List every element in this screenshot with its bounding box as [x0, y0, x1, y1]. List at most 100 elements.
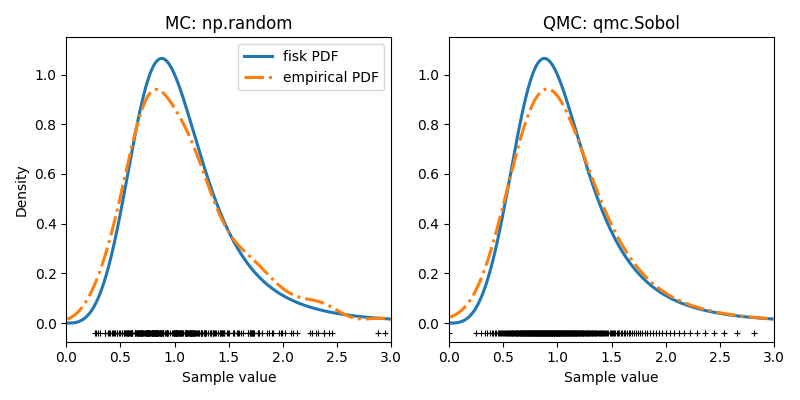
Point — [131, 330, 144, 336]
Point — [524, 330, 537, 336]
Point — [520, 330, 533, 336]
Point — [578, 330, 590, 336]
Point — [673, 330, 686, 336]
Point — [207, 330, 220, 336]
Point — [606, 330, 619, 336]
Point — [252, 330, 265, 336]
Point — [650, 330, 662, 336]
Point — [149, 330, 162, 336]
Point — [609, 330, 622, 336]
Point — [146, 330, 158, 336]
Point — [524, 330, 537, 336]
Point — [514, 330, 527, 336]
Point — [530, 330, 542, 336]
Point — [227, 330, 240, 336]
Point — [502, 330, 515, 336]
Point — [182, 330, 195, 336]
Point — [555, 330, 568, 336]
Point — [215, 330, 228, 336]
Point — [570, 330, 582, 336]
Point — [575, 330, 588, 336]
empirical PDF — [770, 316, 779, 321]
Point — [526, 330, 538, 336]
Point — [562, 330, 574, 336]
empirical PDF — [151, 87, 161, 92]
Point — [731, 330, 744, 336]
Point — [118, 330, 130, 336]
Point — [190, 330, 203, 336]
Point — [522, 330, 534, 336]
fisk PDF — [602, 218, 611, 223]
Point — [558, 330, 570, 336]
fisk PDF — [256, 276, 266, 281]
Point — [205, 330, 218, 336]
Point — [209, 330, 222, 336]
Point — [475, 330, 488, 336]
Point — [586, 330, 598, 336]
Point — [502, 330, 514, 336]
Point — [530, 330, 543, 336]
Point — [771, 330, 784, 336]
Point — [184, 330, 197, 336]
Point — [614, 330, 627, 336]
Point — [590, 330, 602, 336]
Point — [150, 330, 163, 336]
Point — [518, 330, 531, 336]
Point — [153, 330, 166, 336]
Point — [194, 330, 207, 336]
Point — [122, 330, 134, 336]
Point — [129, 330, 142, 336]
Point — [529, 330, 542, 336]
Point — [638, 330, 651, 336]
Point — [207, 330, 220, 336]
Point — [174, 330, 187, 336]
Point — [140, 330, 153, 336]
Point — [199, 330, 212, 336]
Point — [134, 330, 147, 336]
Point — [698, 330, 711, 336]
Point — [182, 330, 194, 336]
Point — [187, 330, 200, 336]
Point — [180, 330, 193, 336]
Point — [523, 330, 536, 336]
Point — [154, 330, 167, 336]
Point — [634, 330, 646, 336]
Point — [522, 330, 534, 336]
Point — [110, 330, 123, 336]
Point — [181, 330, 194, 336]
Point — [542, 330, 555, 336]
Point — [273, 330, 286, 336]
Point — [154, 330, 166, 336]
empirical PDF — [386, 316, 396, 321]
Point — [184, 330, 197, 336]
Point — [133, 330, 146, 336]
Point — [557, 330, 570, 336]
Point — [519, 330, 532, 336]
fisk PDF — [62, 321, 72, 326]
Point — [616, 330, 629, 336]
Point — [146, 330, 158, 336]
Point — [596, 330, 609, 336]
Point — [580, 330, 593, 336]
empirical PDF — [638, 272, 648, 277]
Point — [653, 330, 666, 336]
Point — [513, 330, 526, 336]
empirical PDF — [762, 316, 772, 321]
Point — [581, 330, 594, 336]
Point — [210, 330, 222, 336]
Point — [499, 330, 512, 336]
Point — [304, 330, 317, 336]
Point — [537, 330, 550, 336]
Legend: fisk PDF, empirical PDF: fisk PDF, empirical PDF — [238, 44, 384, 90]
Point — [215, 330, 228, 336]
Point — [222, 330, 234, 336]
Point — [528, 330, 541, 336]
Point — [246, 330, 258, 336]
Point — [231, 330, 244, 336]
Point — [627, 330, 640, 336]
Point — [538, 330, 551, 336]
Point — [175, 330, 188, 336]
Point — [161, 330, 174, 336]
fisk PDF — [762, 316, 772, 321]
Point — [150, 330, 162, 336]
